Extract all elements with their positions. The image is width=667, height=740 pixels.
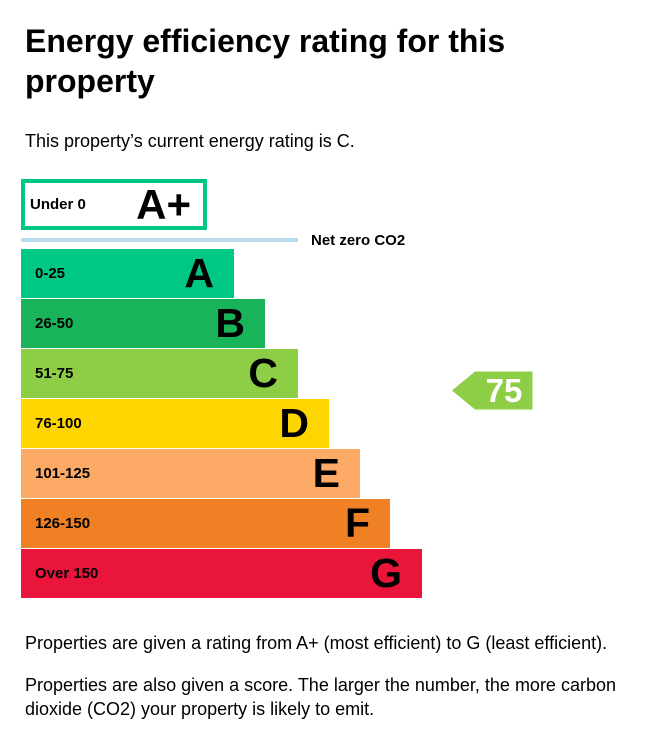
current-score-pointer: 75 [452, 371, 533, 410]
band-row-f: 126-150 F [21, 499, 390, 548]
band-row-g: Over 150 G [21, 549, 422, 598]
net-zero-row: Net zero CO2 [21, 231, 667, 249]
band-grade-letter: F [344, 500, 370, 546]
band-row-a-plus: Under 0 A+ [21, 179, 207, 230]
band-range-label: 101-125 [35, 465, 91, 482]
current-score-value: 75 [486, 372, 523, 409]
score-explanation-text: Properties are also given a score. The l… [25, 675, 616, 719]
pointer-shape [452, 371, 533, 410]
band-row-a: 0-25 A [21, 249, 234, 298]
band-grade-letter: B [215, 300, 245, 346]
band-rows: 0-25 A 26-50 B 51-75 C 76-100 D 101-125 … [21, 249, 667, 598]
band-grade-letter: C [248, 350, 278, 396]
page-title: Energy efficiency rating for this proper… [25, 23, 506, 99]
band-grade-letter: E [312, 450, 340, 496]
current-rating-sentence: This property’s current energy rating is… [25, 131, 355, 151]
band-row-e: 101-125 E [21, 449, 360, 498]
net-zero-label: Net zero CO2 [311, 231, 406, 249]
band-range-label: Over 150 [35, 565, 99, 582]
band-range-label: Under 0 [30, 196, 86, 213]
rating-explanation-text: Properties are given a rating from A+ (m… [25, 633, 608, 653]
pointer-arrow-icon: 75 [452, 371, 533, 410]
band-range-label: 0-25 [35, 265, 66, 282]
band-grade-letter: A+ [136, 180, 191, 228]
epc-rating-chart: Under 0 A+ Net zero CO2 0-25 A 26-50 B 5… [21, 179, 667, 599]
band-row-b: 26-50 B [21, 299, 265, 348]
band-grade-letter: A [184, 250, 214, 296]
net-zero-line [21, 238, 298, 242]
band-range-label: 76-100 [35, 415, 82, 432]
band-grade-letter: G [370, 550, 402, 596]
band-grade-letter: D [279, 400, 309, 446]
band-range-label: 26-50 [35, 315, 74, 332]
band-range-label: 51-75 [35, 365, 74, 382]
band-range-label: 126-150 [35, 515, 91, 532]
band-row-d: 76-100 D [21, 399, 329, 448]
band-row-c: 51-75 C [21, 349, 298, 398]
